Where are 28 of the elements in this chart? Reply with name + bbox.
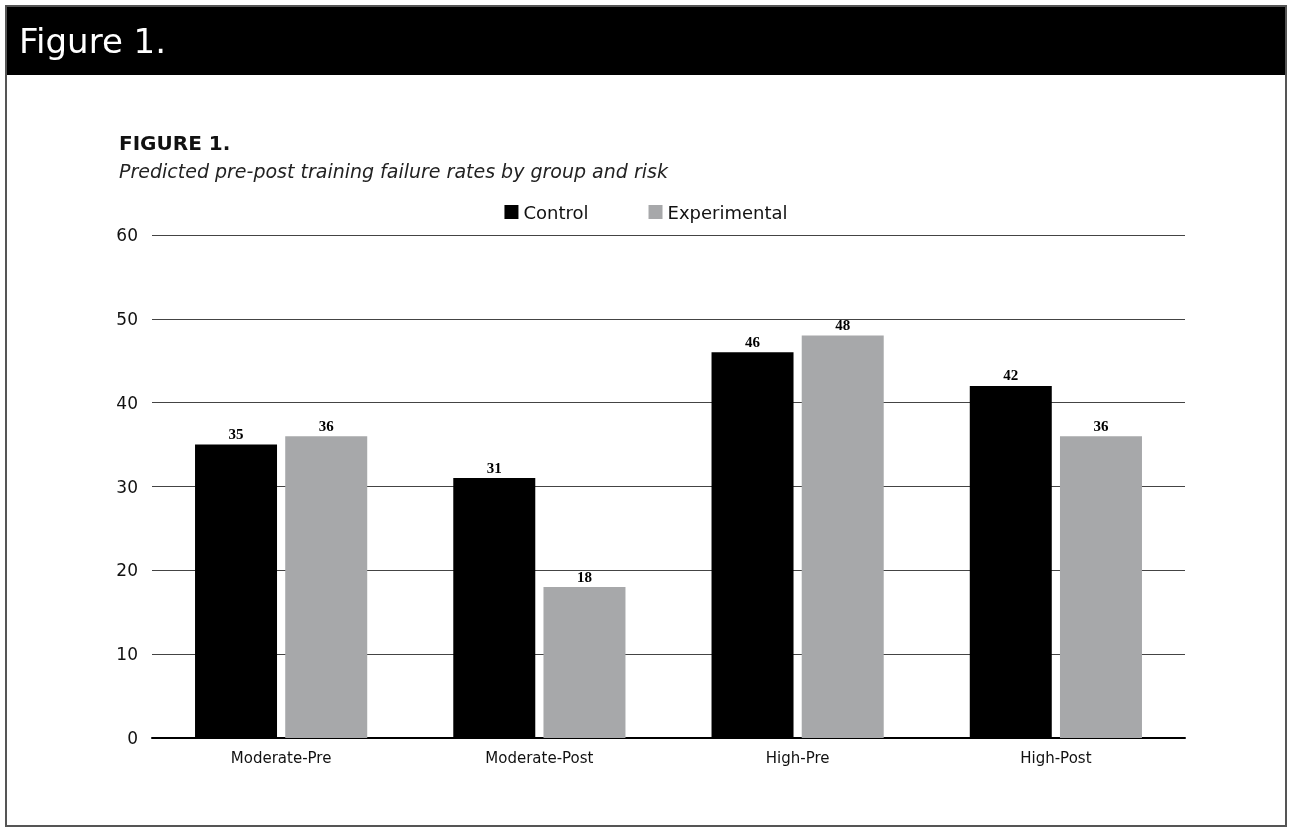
legend-label: Control: [523, 201, 589, 223]
chart-subtitle: Predicted pre-post training failure rates by group and risk: [119, 159, 669, 182]
y-tick-label: 40: [116, 392, 138, 413]
x-tick-label: High-Post: [1020, 748, 1092, 767]
legend-label: Experimental: [667, 201, 788, 223]
data-label: 31: [486, 459, 502, 476]
bar: [1059, 436, 1142, 738]
y-tick-label: 50: [116, 308, 138, 329]
x-tick-label: Moderate-Post: [485, 748, 594, 767]
data-label: 18: [576, 568, 592, 585]
caption: Figure 1.: [7, 7, 1285, 75]
y-tick-label: 10: [116, 644, 138, 665]
x-tick-label: Moderate-Pre: [230, 748, 332, 767]
bar: [801, 335, 884, 738]
data-label: 42: [1003, 367, 1019, 384]
chart-title: FIGURE 1.: [119, 131, 231, 155]
bar: [285, 436, 368, 738]
data-label: 35: [228, 426, 244, 443]
bar: [543, 587, 626, 738]
data-label: 46: [745, 333, 761, 350]
data-label: 36: [1093, 417, 1109, 434]
data-label: 36: [318, 417, 335, 434]
data-label: 48: [835, 317, 851, 334]
y-tick-label: 60: [116, 225, 138, 245]
x-tick-label: High-Pre: [765, 748, 830, 767]
y-tick-label: 0: [127, 728, 138, 748]
y-tick-label: 20: [116, 560, 138, 581]
y-tick-label: 30: [116, 476, 138, 497]
